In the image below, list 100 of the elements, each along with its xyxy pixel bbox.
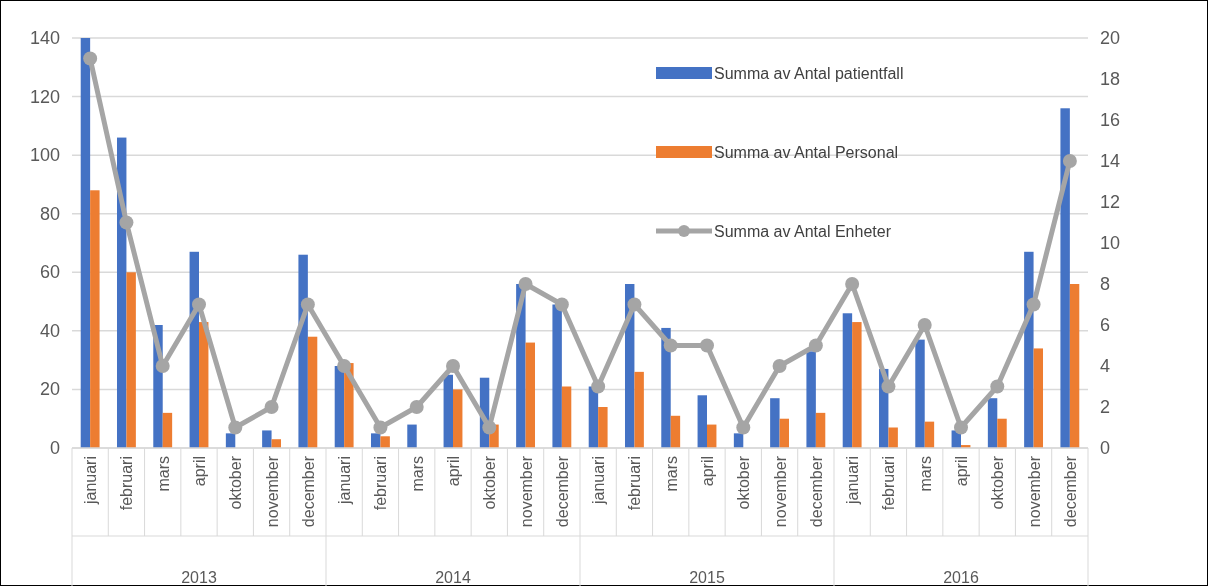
y2-tick-label: 10	[1100, 233, 1121, 253]
x-tick-label: januari	[844, 456, 862, 506]
legend-label: Summa av Antal Personal	[714, 144, 899, 161]
bar	[707, 424, 717, 448]
bar	[852, 322, 862, 448]
point	[663, 338, 678, 353]
y2-tick-label: 6	[1100, 315, 1111, 335]
point	[300, 297, 315, 312]
point	[83, 51, 98, 66]
y2-tick-label: 18	[1100, 69, 1121, 89]
bar	[561, 386, 572, 448]
point	[119, 215, 134, 230]
point	[1026, 297, 1041, 312]
x-tick-label: januari	[336, 456, 354, 506]
bar	[842, 313, 853, 448]
bar	[1033, 348, 1043, 448]
x-tick-label: december	[299, 455, 317, 528]
point	[772, 359, 787, 373]
y-tick-label: 140	[29, 28, 60, 48]
bar	[262, 430, 272, 448]
point	[446, 359, 460, 373]
bar	[924, 421, 935, 448]
legend-label: Summa av Antal patientfall	[714, 65, 904, 82]
point	[409, 400, 424, 414]
x-tick-label: oktober	[481, 455, 499, 510]
x-tick-label: april	[445, 456, 462, 487]
y2-tick-label: 14	[1100, 151, 1121, 171]
x-tick-label: mars	[408, 456, 426, 492]
bar	[443, 374, 453, 448]
y-tick-label: 80	[39, 203, 60, 224]
point	[845, 277, 860, 291]
bar	[598, 407, 608, 448]
legend-label: Summa av Antal Enheter	[714, 223, 892, 240]
bar	[525, 342, 536, 448]
point	[155, 359, 170, 373]
y2-tick-label: 0	[1100, 438, 1111, 458]
x-tick-label: oktober	[227, 455, 245, 510]
bar	[552, 304, 562, 448]
point	[192, 297, 206, 312]
point	[554, 297, 569, 312]
point	[518, 277, 533, 291]
y2-tick-label: 4	[1100, 356, 1111, 376]
y-tick-label: 100	[29, 145, 60, 166]
bar	[661, 327, 671, 448]
x-tick-label: april	[699, 456, 716, 487]
bar	[670, 415, 681, 448]
bar	[380, 436, 390, 448]
x-tick-label: december	[807, 455, 825, 528]
y-tick-label: 120	[29, 86, 60, 107]
point	[990, 379, 1005, 394]
point	[917, 318, 932, 332]
bar	[307, 336, 318, 448]
bar	[697, 395, 707, 448]
point	[482, 420, 497, 435]
y-tick-label: 20	[39, 379, 60, 400]
x-tick-label: februari	[880, 456, 898, 511]
point	[736, 420, 751, 435]
y2-tick-label: 20	[1100, 28, 1121, 48]
x-tick-label: november	[1025, 455, 1043, 528]
y2-tick-label: 8	[1100, 274, 1111, 294]
bar	[1060, 108, 1070, 448]
bar	[634, 371, 644, 448]
x-tick-label: februari	[626, 456, 644, 511]
bar	[453, 389, 463, 448]
y-tick-label: 0	[49, 438, 60, 458]
point	[808, 338, 823, 353]
text: 2014	[435, 569, 471, 586]
y-tick-label: 40	[39, 320, 60, 341]
point	[591, 379, 606, 394]
y2-tick-label: 2	[1100, 397, 1111, 417]
bar	[80, 38, 91, 448]
x-tick-label: november	[771, 455, 789, 528]
y2-tick-label: 16	[1100, 110, 1121, 130]
x-tick-label: mars	[916, 456, 934, 492]
point	[700, 338, 714, 353]
bar	[806, 351, 816, 448]
point	[373, 420, 388, 435]
bar	[915, 339, 925, 448]
text: 2013	[181, 569, 217, 586]
x-tick-label: april	[191, 456, 208, 487]
y-tick-label: 60	[39, 262, 60, 283]
x-tick-label: december	[553, 455, 571, 528]
x-tick-label: november	[263, 455, 281, 528]
x-tick-label: april	[953, 456, 970, 487]
bar	[1024, 251, 1034, 448]
bar	[90, 190, 100, 448]
text: 2016	[943, 569, 979, 586]
point	[228, 420, 243, 435]
point	[1062, 154, 1077, 168]
bar	[770, 398, 780, 448]
bar	[162, 412, 173, 448]
bar	[407, 424, 417, 448]
point	[264, 400, 279, 414]
x-tick-label: januari	[82, 456, 100, 506]
bar	[987, 398, 998, 448]
bar	[888, 427, 898, 448]
point	[627, 297, 642, 312]
bar	[779, 418, 790, 448]
x-tick-label: december	[1061, 455, 1079, 528]
bar	[126, 272, 136, 448]
